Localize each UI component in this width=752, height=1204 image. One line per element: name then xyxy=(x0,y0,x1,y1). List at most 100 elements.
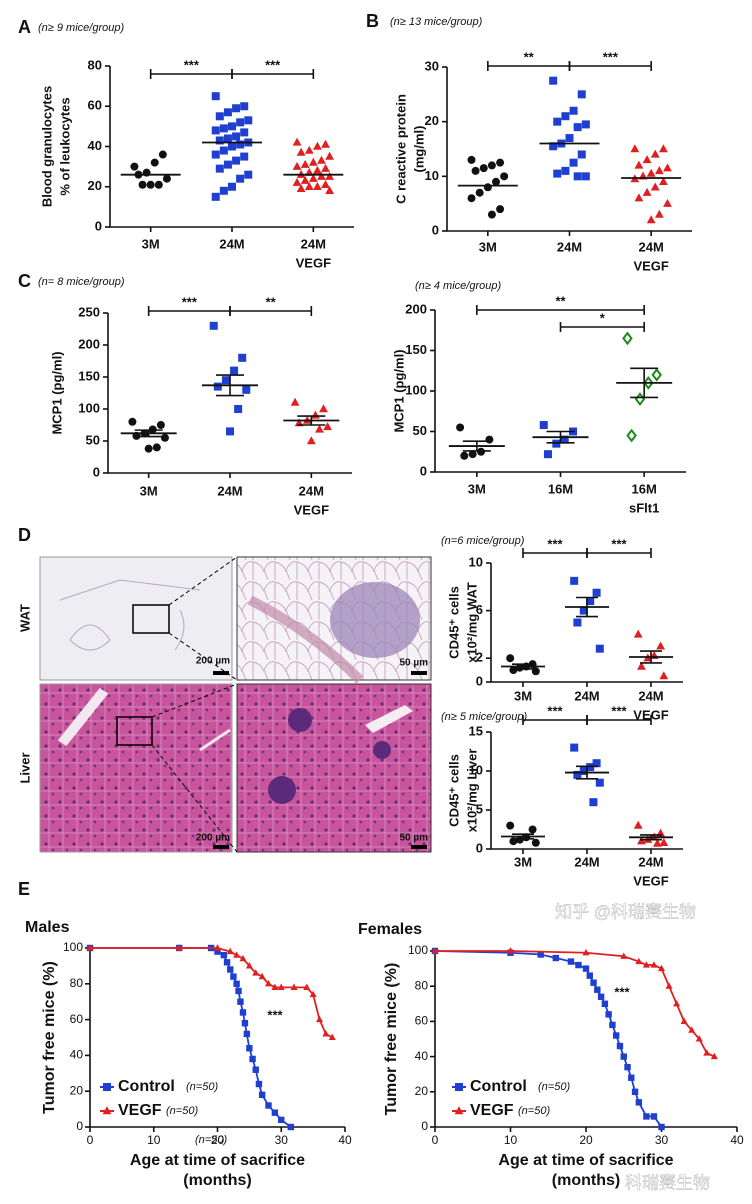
point xyxy=(232,132,241,141)
point xyxy=(313,165,322,174)
point xyxy=(325,185,334,194)
point xyxy=(213,944,222,951)
point xyxy=(506,654,515,663)
point xyxy=(240,128,249,137)
point xyxy=(659,837,669,846)
y-axis-label: Blood granulocytes xyxy=(39,86,54,207)
legend-marker xyxy=(102,1106,112,1115)
point xyxy=(431,947,439,954)
point xyxy=(215,164,224,173)
point xyxy=(485,435,494,444)
x-axis-label: Age at time of sacrifice xyxy=(130,1152,305,1169)
x-tick-label: 16M xyxy=(632,481,657,496)
liver-infiltrate xyxy=(373,741,391,759)
point xyxy=(651,367,662,382)
survival-line xyxy=(90,947,333,1039)
point xyxy=(539,421,548,430)
y-tick-label: 2 xyxy=(476,650,483,665)
point xyxy=(234,405,243,413)
point xyxy=(245,962,253,969)
sem-bar xyxy=(216,374,244,397)
x-tick-label: VEGF xyxy=(296,255,331,270)
point xyxy=(577,150,586,159)
scale-bar xyxy=(411,845,427,849)
point xyxy=(138,180,147,189)
point xyxy=(665,982,673,989)
point xyxy=(223,959,231,966)
panel-label: B xyxy=(366,11,379,31)
sem-bar xyxy=(546,430,575,444)
x-tick-label: 3M xyxy=(468,481,486,496)
point xyxy=(561,166,570,175)
point xyxy=(219,124,228,133)
significance-label: *** xyxy=(611,536,627,551)
point xyxy=(220,951,228,959)
point xyxy=(321,139,330,148)
note: (n≥ 4 mice/group) xyxy=(415,280,501,292)
liver-infiltrate xyxy=(288,708,312,732)
significance-label: ** xyxy=(266,294,277,309)
point xyxy=(642,961,650,968)
y-tick-label: 100 xyxy=(405,382,427,397)
point xyxy=(175,944,183,951)
point xyxy=(271,983,279,990)
point xyxy=(601,1000,609,1007)
axis xyxy=(89,948,345,1128)
point xyxy=(292,177,302,186)
point xyxy=(643,376,654,390)
point xyxy=(233,951,241,958)
point xyxy=(624,1063,631,1071)
point xyxy=(230,973,237,980)
x-tick-label: 24M xyxy=(574,688,599,703)
y-tick-label: 0 xyxy=(476,673,483,688)
point xyxy=(321,179,330,188)
point xyxy=(581,120,590,129)
point xyxy=(537,951,544,958)
point xyxy=(300,159,310,168)
point xyxy=(228,142,236,151)
sem-bar xyxy=(512,663,534,670)
wat-overview xyxy=(39,556,233,681)
point xyxy=(695,1035,703,1042)
point xyxy=(569,106,578,115)
point xyxy=(242,385,251,394)
point xyxy=(226,427,234,436)
point xyxy=(223,160,232,169)
note: (n≥ 9 mice/group) xyxy=(38,22,124,34)
point xyxy=(265,1102,272,1109)
y-tick-label: 60 xyxy=(415,1014,429,1028)
chart-title: Males xyxy=(25,919,70,936)
y-tick-label: 50 xyxy=(86,432,100,447)
survival-line xyxy=(435,950,715,1058)
point xyxy=(322,1030,330,1037)
point xyxy=(154,180,163,189)
x-tick-label: 24M xyxy=(557,239,582,254)
y-tick-label: 30 xyxy=(425,58,439,73)
legend-marker xyxy=(455,1083,463,1091)
point xyxy=(573,172,582,181)
point xyxy=(277,983,285,990)
x-tick-label: 3M xyxy=(142,236,160,251)
point xyxy=(650,182,660,191)
point xyxy=(232,104,241,113)
x-tick-label: VEGF xyxy=(633,707,668,722)
significance-bracket xyxy=(231,69,315,79)
x-tick-label: 40 xyxy=(730,1133,744,1147)
panel-label: A xyxy=(18,17,31,37)
point xyxy=(633,629,643,638)
point xyxy=(582,965,590,972)
y-axis-label: x10²/mg Liver xyxy=(464,749,479,833)
significance-label: *** xyxy=(547,536,563,551)
point xyxy=(211,92,220,101)
point xyxy=(467,155,476,164)
point xyxy=(496,158,505,167)
point xyxy=(223,108,232,117)
x-tick-label: 24M xyxy=(639,239,664,254)
scale-bar xyxy=(411,671,427,675)
sem-bar xyxy=(297,415,326,426)
point xyxy=(633,820,643,829)
y-tick-label: 20 xyxy=(88,178,102,193)
legend-marker xyxy=(103,1083,111,1091)
legend-note: (n=50) xyxy=(518,1105,550,1117)
x-tick-label: 20 xyxy=(211,1133,225,1147)
